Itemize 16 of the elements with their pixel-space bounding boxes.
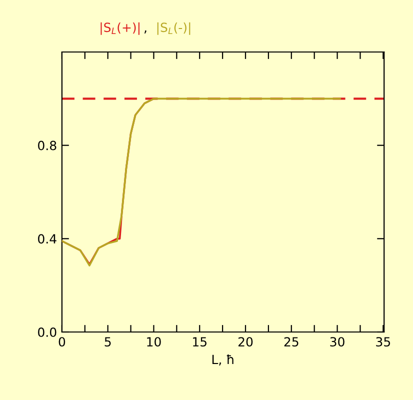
x-tick-label: 15 (193, 337, 206, 347)
line-series (62, 98, 341, 266)
x-axis-title: L, ħ (212, 354, 234, 366)
x-tick-label: 0 (58, 337, 66, 347)
y-tick-label: 0.0 (38, 327, 56, 337)
x-tick-label: 25 (284, 337, 298, 347)
x-tick-label: 35 (376, 337, 390, 347)
text: |S$_{L}$(+)| (100, 22, 140, 35)
y-tick-label: 0.8 (38, 140, 56, 150)
x-tick-label: 30 (330, 337, 344, 347)
x-tick-label: 5 (104, 337, 111, 347)
x-tick-label: 20 (238, 337, 253, 347)
x-tick-label: 10 (147, 337, 161, 347)
y-tick-label: 0.4 (38, 234, 56, 244)
text: |S$_{L}$(-)| (157, 22, 190, 35)
text: , (144, 30, 146, 34)
